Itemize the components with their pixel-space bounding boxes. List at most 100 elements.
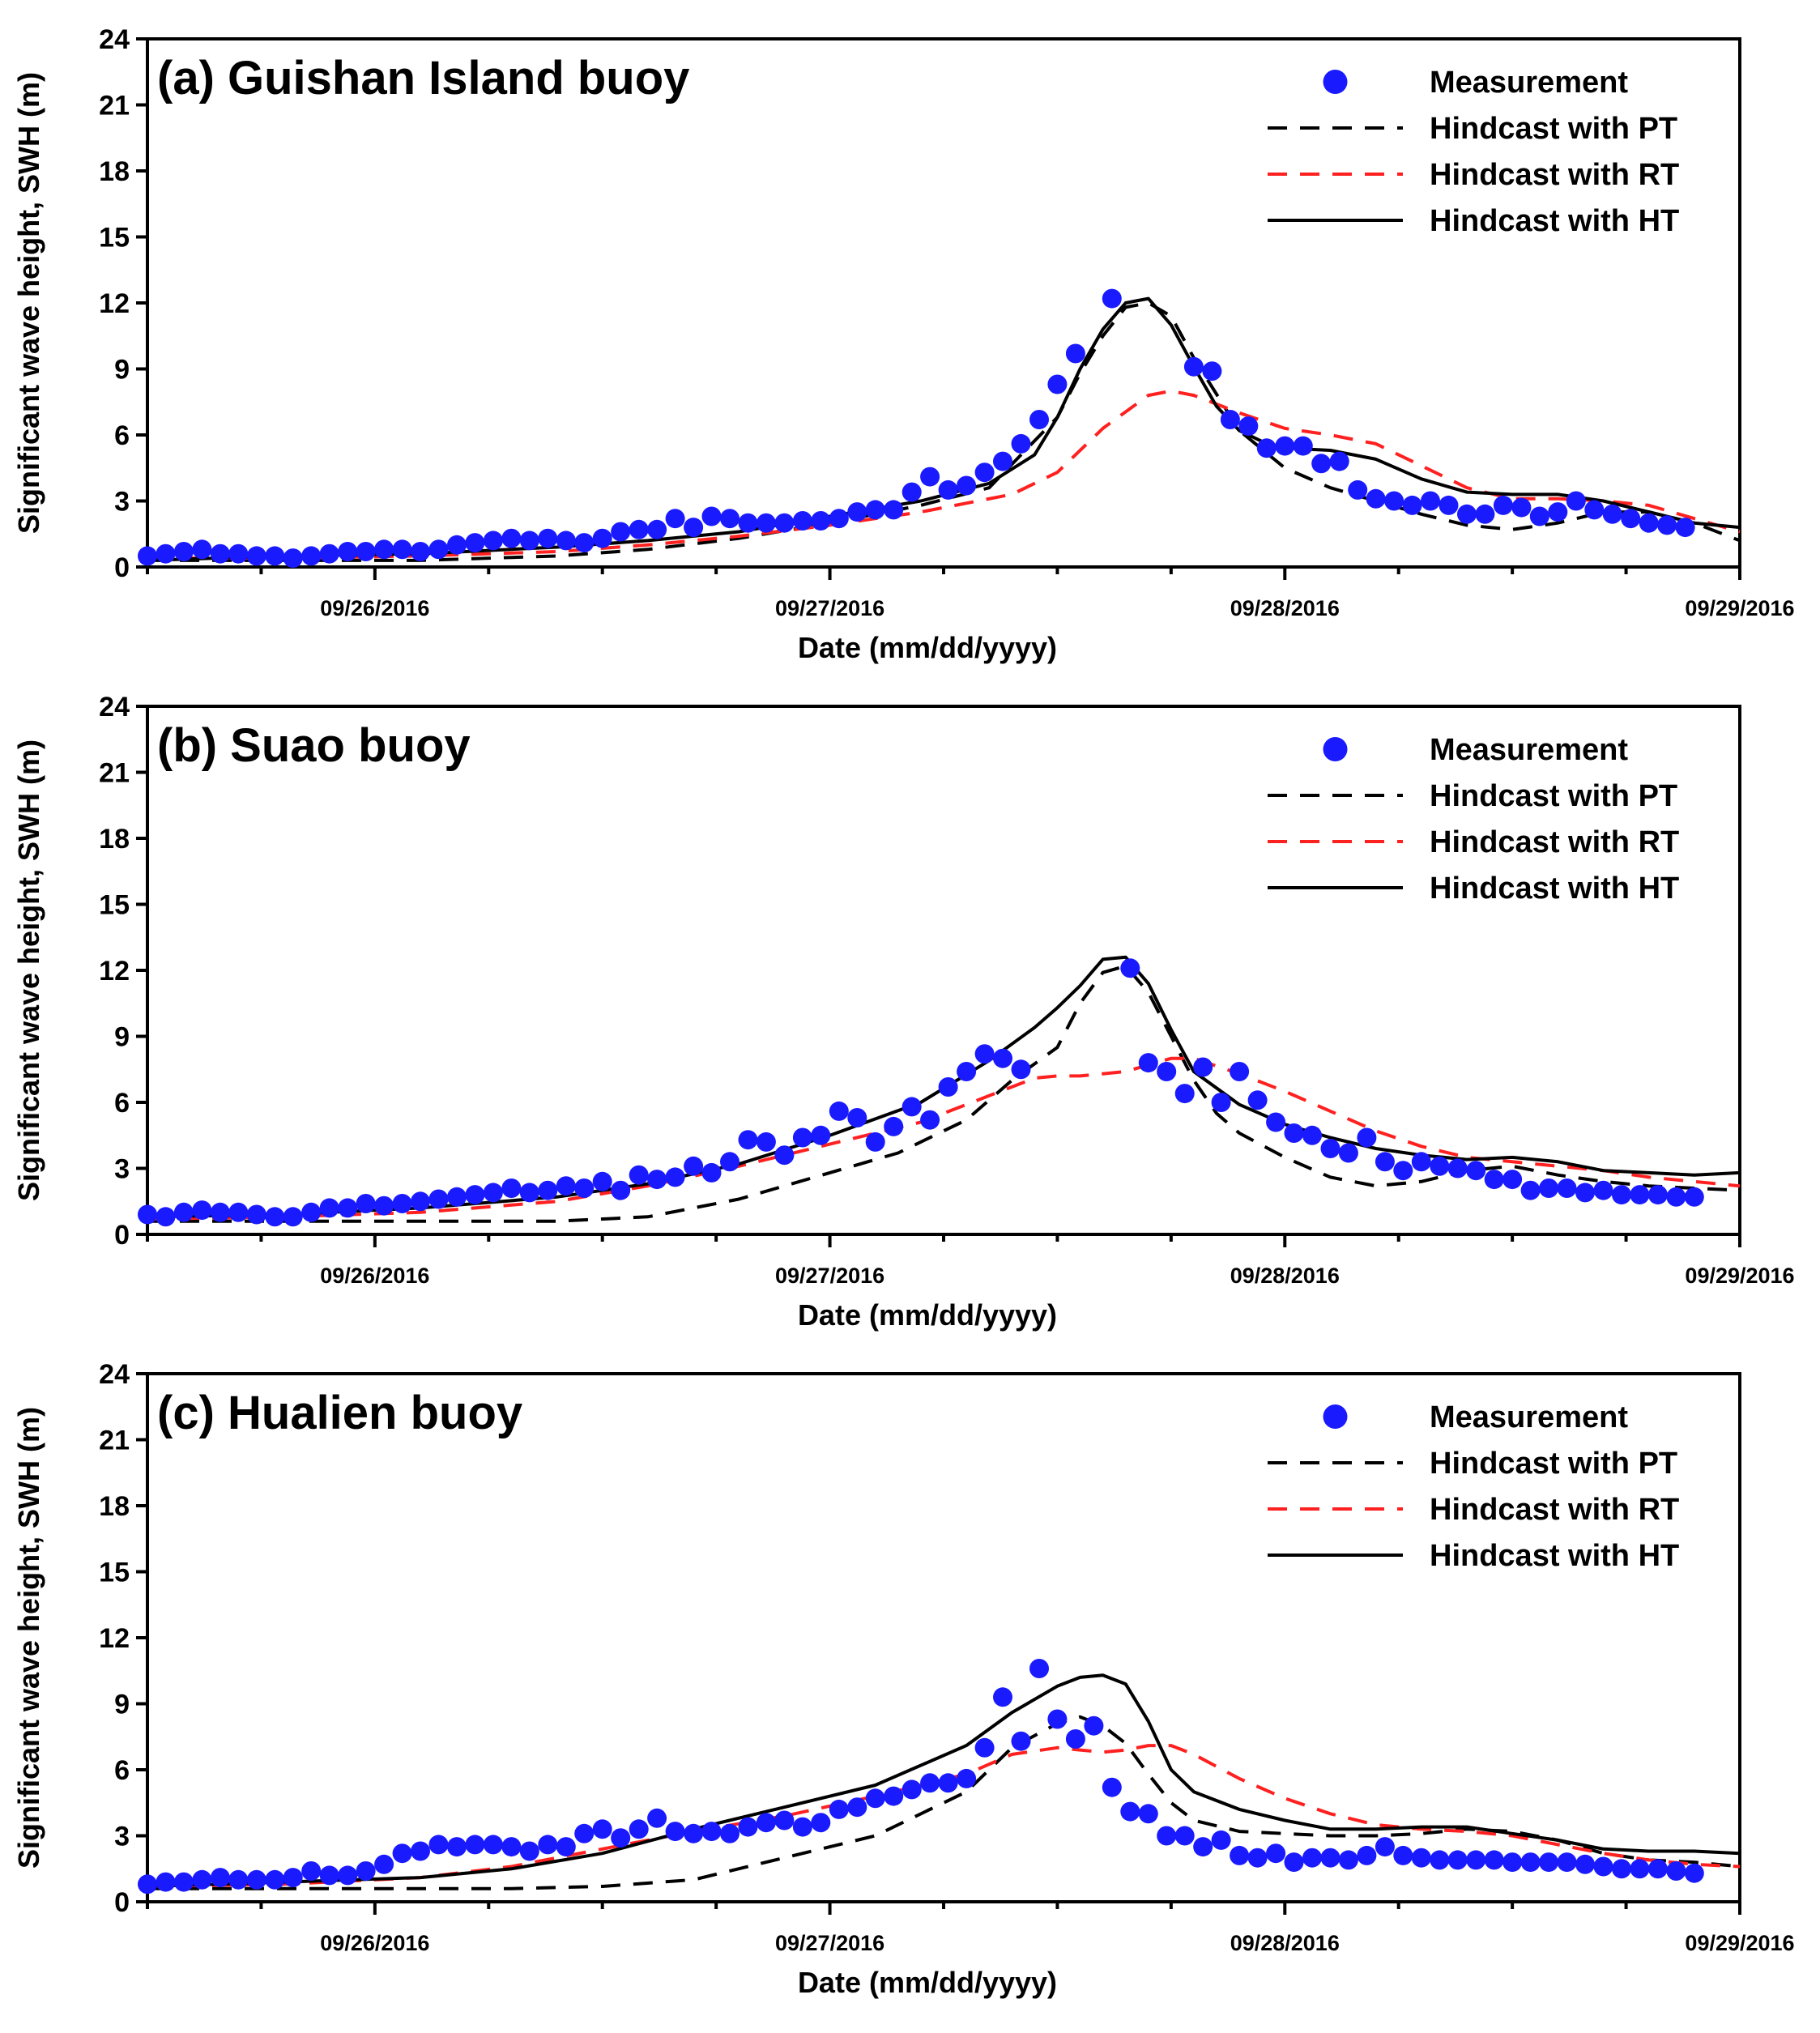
measurement-point — [374, 539, 394, 560]
measurement-point — [865, 1132, 885, 1152]
measurement-point — [738, 1130, 758, 1150]
measurement-point — [138, 546, 157, 566]
measurement-point — [1484, 1170, 1504, 1190]
measurement-point — [1247, 1090, 1268, 1110]
measurement-point — [829, 509, 849, 529]
measurement-point — [920, 1110, 940, 1130]
measurement-point — [501, 1837, 522, 1857]
y-tick-label: 9 — [114, 1690, 130, 1720]
measurement-point — [210, 1202, 230, 1222]
legend-label: Measurement — [1430, 1400, 1628, 1434]
measurement-point — [138, 1874, 157, 1894]
measurement-point — [447, 535, 467, 555]
measurement-point — [1256, 438, 1277, 458]
measurement-point — [974, 1044, 995, 1064]
measurement-point — [1502, 1852, 1523, 1873]
measurement-point — [993, 1048, 1012, 1068]
y-tick-label: 21 — [99, 91, 130, 121]
measurement-point — [1602, 504, 1622, 524]
legend-label: Hindcast with HT — [1430, 872, 1679, 906]
panel-title: (c) Hualien buoy — [157, 1387, 522, 1439]
y-tick-label: 9 — [114, 1022, 130, 1053]
y-tick-label: 9 — [114, 355, 130, 386]
measurement-point — [720, 1823, 740, 1843]
measurement-point — [957, 1768, 977, 1788]
measurement-point — [374, 1854, 394, 1874]
measurement-point — [319, 543, 339, 564]
measurement-point — [847, 1108, 867, 1127]
measurement-point — [1157, 1062, 1177, 1081]
measurement-point — [428, 539, 449, 560]
measurement-point — [1593, 1180, 1613, 1200]
measurement-point — [1566, 491, 1586, 511]
measurement-point — [829, 1101, 849, 1121]
measurement-point — [447, 1187, 467, 1207]
measurement-point — [1630, 1185, 1650, 1205]
measurement-point — [283, 548, 303, 569]
measurement-point — [1430, 1156, 1450, 1176]
y-tick-label: 6 — [114, 1088, 130, 1119]
x-tick-label: 09/29/2016 — [1685, 1931, 1794, 1955]
measurement-point — [1411, 1848, 1431, 1868]
measurement-point — [1302, 1848, 1322, 1868]
measurement-point — [701, 1822, 722, 1842]
measurement-point — [1402, 495, 1422, 515]
measurement-point — [792, 1127, 812, 1148]
measurement-point — [556, 531, 576, 551]
legend-label: Hindcast with RT — [1430, 158, 1679, 192]
x-tick-label: 09/28/2016 — [1230, 596, 1340, 620]
measurement-point — [319, 1198, 339, 1218]
measurement-point — [1230, 1845, 1250, 1865]
measurement-point — [338, 1865, 358, 1886]
measurement-point — [1502, 1170, 1523, 1190]
measurement-point — [1047, 374, 1068, 394]
measurement-point — [1421, 491, 1440, 511]
x-tick-label: 09/27/2016 — [775, 1931, 884, 1955]
series-line-hindcast-with-pt — [147, 301, 1741, 562]
measurement-point — [1666, 1187, 1686, 1207]
measurement-point — [957, 475, 977, 496]
y-tick-label: 3 — [114, 1154, 130, 1185]
measurement-point — [1557, 1852, 1577, 1873]
measurement-point — [1138, 1804, 1158, 1824]
measurement-point — [1575, 1183, 1595, 1203]
measurement-point — [392, 1194, 412, 1213]
measurement-point — [1375, 1152, 1395, 1172]
y-tick-label: 12 — [99, 288, 130, 319]
measurement-point — [356, 1194, 376, 1213]
measurement-point — [792, 1817, 812, 1837]
measurement-point — [901, 1779, 922, 1800]
measurement-point — [938, 479, 958, 500]
measurement-point — [556, 1837, 576, 1857]
measurement-point — [1411, 1152, 1431, 1172]
measurement-point — [173, 1872, 194, 1892]
measurement-point — [338, 542, 358, 561]
measurement-point — [210, 1868, 230, 1888]
measurement-point — [1311, 454, 1332, 474]
measurement-point — [265, 546, 285, 566]
measurement-point — [1357, 1845, 1377, 1865]
measurement-point — [1520, 1852, 1541, 1873]
measurement-point — [338, 1198, 358, 1218]
measurement-point — [1102, 288, 1122, 309]
measurement-point — [265, 1869, 285, 1890]
measurement-point — [720, 1152, 740, 1172]
measurement-point — [301, 1202, 322, 1222]
measurement-point — [1174, 1084, 1195, 1104]
measurement-point — [1193, 1837, 1213, 1857]
measurement-point — [611, 1180, 631, 1200]
measurement-point — [374, 1196, 394, 1216]
measurement-point — [173, 542, 194, 561]
x-tick-label: 09/28/2016 — [1230, 1264, 1340, 1288]
measurement-point — [1466, 1161, 1486, 1181]
measurement-point — [592, 528, 612, 548]
y-tick-label: 15 — [99, 890, 130, 921]
legend-marker-measurement — [1323, 70, 1348, 94]
measurement-point — [829, 1799, 849, 1819]
measurement-point — [538, 1180, 558, 1200]
series-line-hindcast-with-ht — [147, 296, 1741, 562]
measurement-point — [1047, 1709, 1068, 1729]
measurement-point — [483, 1183, 503, 1203]
measurement-point — [1539, 1852, 1559, 1873]
measurement-point — [1302, 1125, 1322, 1145]
